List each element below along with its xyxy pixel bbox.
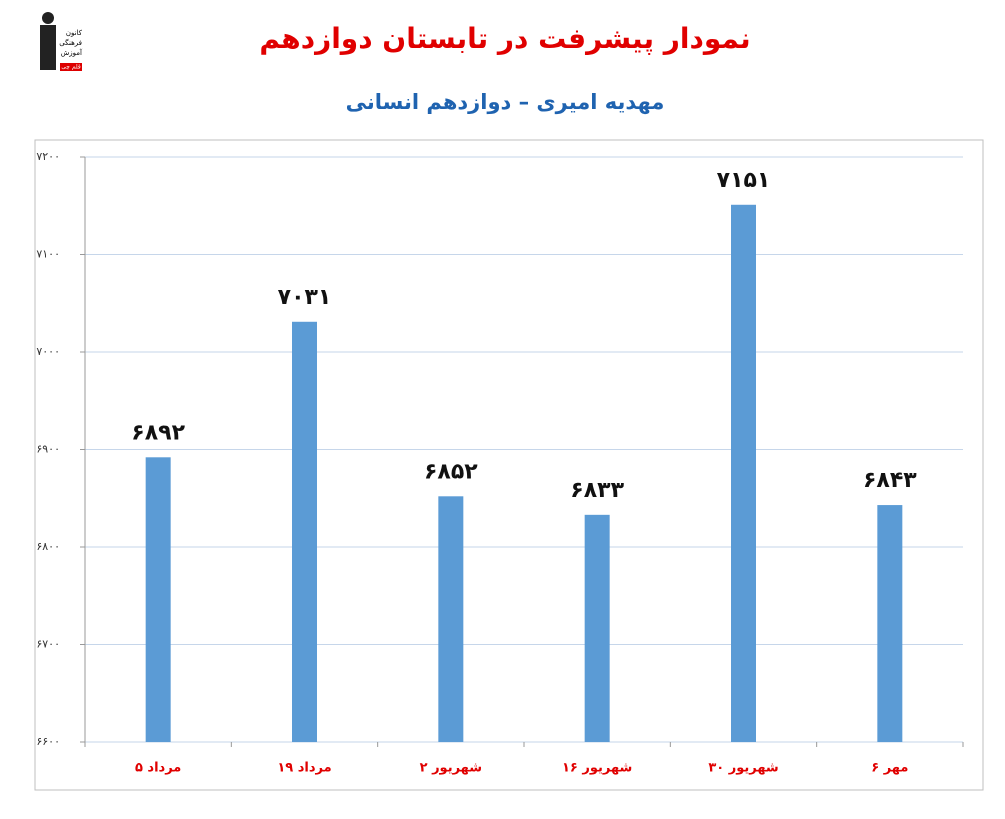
- logo-badge: [60, 63, 82, 71]
- y-tick-label: ۶۶۰۰: [36, 735, 60, 748]
- logo-text: فرهنگی: [59, 38, 82, 47]
- y-tick-label: ۶۹۰۰: [36, 443, 60, 456]
- y-tick-label: ۷۱۰۰: [36, 248, 60, 261]
- x-tick-label: ۶ مهر: [871, 761, 908, 776]
- logo-text: آموزش: [61, 48, 83, 57]
- y-tick-label: ۷۰۰۰: [36, 345, 60, 358]
- logo-head: [42, 12, 54, 24]
- logo-body: [40, 25, 56, 70]
- bar: [292, 321, 317, 742]
- data-label: ۶۸۴۳: [863, 468, 917, 493]
- bar: [145, 457, 171, 742]
- y-tick-label: ۷۲۰۰: [36, 150, 60, 163]
- data-label: ۷۱۵۱: [717, 168, 771, 193]
- x-tick-label: ۳۰ شهریور: [708, 761, 778, 776]
- chart-subtitle: مهدیه امیری – دوازدهم انسانی: [346, 90, 665, 114]
- bar: [438, 496, 464, 742]
- x-tick-label: ۱۶ شهریور: [562, 761, 632, 776]
- bar: [877, 505, 903, 742]
- y-tick-label: ۶۷۰۰: [36, 638, 60, 651]
- data-label: ۷۰۳۱: [278, 285, 332, 310]
- logo: کانون فرهنگی آموزش قلم چی: [40, 12, 83, 71]
- y-tick-label: ۶۸۰۰: [36, 540, 60, 553]
- x-tick-label: ۲ شهریور: [420, 761, 482, 776]
- chart-title: نمودار پیشرفت در تابستان دوازدهم: [259, 22, 750, 55]
- chart-frame: [34, 139, 984, 791]
- data-label: ۶۸۳۳: [570, 478, 624, 503]
- data-label: ۶۸۵۲: [424, 459, 478, 484]
- logo-text: قلم چی: [61, 64, 81, 71]
- logo-text: کانون: [66, 29, 83, 37]
- x-tick-label: ۱۹ مرداد: [277, 761, 331, 776]
- bar: [584, 514, 610, 742]
- data-label: ۶۸۹۲: [131, 420, 185, 445]
- x-tick-label: ۵ مرداد: [135, 761, 181, 776]
- bar: [731, 204, 756, 742]
